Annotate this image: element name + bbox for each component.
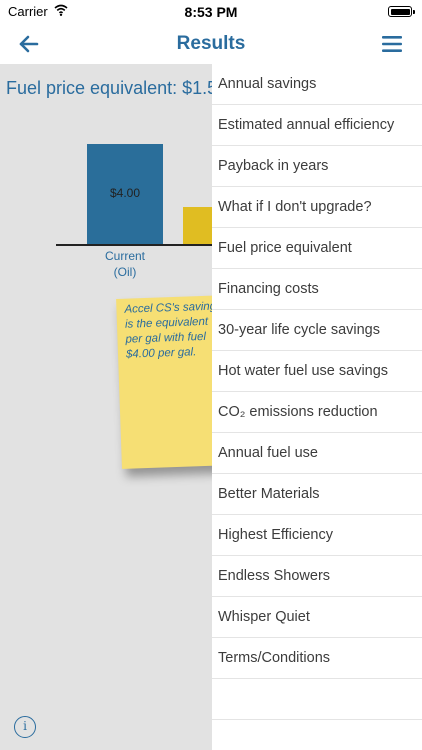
menu-item-financing-costs[interactable]: Financing costs xyxy=(212,269,422,310)
menu-item-30-year-life-cycle-savings[interactable]: 30-year life cycle savings xyxy=(212,310,422,351)
menu-item-better-materials[interactable]: Better Materials xyxy=(212,474,422,515)
menu-item-whisper-quiet[interactable]: Whisper Quiet xyxy=(212,597,422,638)
menu-item-annual-fuel-use[interactable]: Annual fuel use xyxy=(212,433,422,474)
status-bar: Carrier 8:53 PM xyxy=(0,0,422,24)
menu-item-co2-emissions-reduction[interactable]: CO₂ emissions reduction xyxy=(212,392,422,433)
menu-item-annual-savings[interactable]: Annual savings xyxy=(212,64,422,105)
hamburger-menu-icon[interactable] xyxy=(382,34,402,54)
menu-item-what-if-i-dont-upgrade[interactable]: What if I don't upgrade? xyxy=(212,187,422,228)
page-title: Results xyxy=(176,33,246,54)
clock: 8:53 PM xyxy=(184,4,238,20)
navigation-bar: Results xyxy=(0,24,422,64)
wifi-icon xyxy=(54,4,68,16)
carrier-label: Carrier xyxy=(8,4,48,19)
info-icon[interactable]: i xyxy=(14,716,36,738)
chart-bar xyxy=(87,144,163,244)
chart-baseline xyxy=(56,244,226,246)
menu-item-estimated-annual-efficiency[interactable]: Estimated annual efficiency xyxy=(212,105,422,146)
results-menu: Annual savings Estimated annual efficien… xyxy=(212,64,422,750)
menu-item-fuel-price-equivalent[interactable]: Fuel price equivalent xyxy=(212,228,422,269)
arrow-left-icon[interactable] xyxy=(18,33,40,55)
result-heading: Fuel price equivalent: $1.5 xyxy=(6,78,218,98)
menu-item-endless-showers[interactable]: Endless Showers xyxy=(212,556,422,597)
chart-category-label: Current (Oil) xyxy=(104,249,145,279)
chart-bar-value-label: $4.00 xyxy=(109,186,141,200)
menu-item-empty xyxy=(212,679,422,720)
menu-item-terms-conditions[interactable]: Terms/Conditions xyxy=(212,638,422,679)
menu-item-highest-efficiency[interactable]: Highest Efficiency xyxy=(212,515,422,556)
menu-item-payback-in-years[interactable]: Payback in years xyxy=(212,146,422,187)
battery-icon xyxy=(388,6,415,17)
menu-item-hot-water-fuel-use-savings[interactable]: Hot water fuel use savings xyxy=(212,351,422,392)
